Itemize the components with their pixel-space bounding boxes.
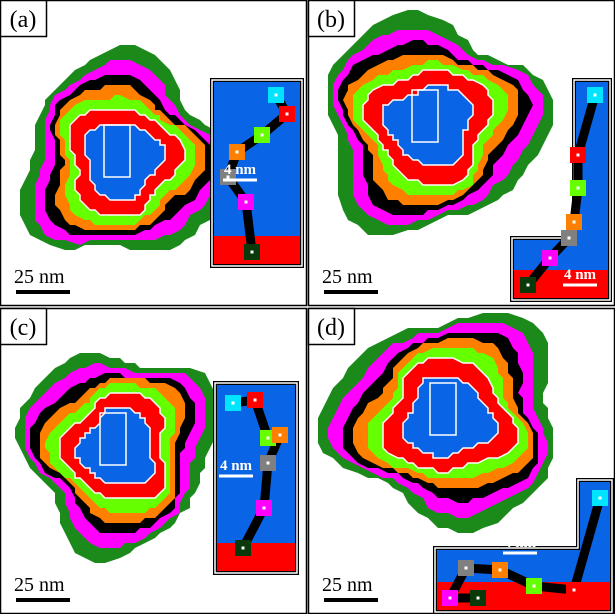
inset-dot <box>533 585 536 588</box>
inset-dot <box>527 284 530 287</box>
inset-dot <box>465 567 468 570</box>
scale-label: 25 nm <box>14 574 65 596</box>
inset-dot <box>573 221 576 224</box>
figure: 4 nm(a)25 nm4 nm(b)25 nm4 nm(c)25 nm4 nm… <box>0 0 615 614</box>
inset-dot <box>267 437 270 440</box>
inset-dot <box>267 462 270 465</box>
inset-dot <box>568 237 571 240</box>
inset-dot <box>477 597 480 600</box>
inset-scale-label: 4 nm <box>504 535 537 551</box>
inset-dot <box>286 113 289 116</box>
inset-scale-label: 4 nm <box>564 267 597 283</box>
inset-dot <box>261 134 264 137</box>
panel: 4 nm (b) 25 nm <box>309 1 615 306</box>
inset-dot <box>449 597 452 600</box>
inset-dot <box>577 187 580 190</box>
scale-label: 25 nm <box>322 574 373 596</box>
scale-label: 25 nm <box>322 266 373 288</box>
inset-scale-label: 4 nm <box>220 458 253 474</box>
panel-label: (b) <box>317 7 345 33</box>
inset-dot <box>263 507 266 510</box>
inset-scale-label: 4 nm <box>224 162 257 178</box>
scale-label: 25 nm <box>14 266 65 288</box>
inset-dot <box>275 94 278 97</box>
panel-label: (c) <box>10 315 37 341</box>
panel: 4 nm (a) 25 nm <box>1 1 307 306</box>
inset-dot <box>245 201 248 204</box>
inset-dot <box>499 569 502 572</box>
inset-dot <box>573 589 576 592</box>
inset-dot <box>594 94 597 97</box>
panel: 4 nm (c) 25 nm <box>1 309 307 614</box>
inset-dot <box>549 257 552 260</box>
inset-dot <box>279 434 282 437</box>
panel-label: (d) <box>317 315 345 341</box>
inset-dot <box>236 151 239 154</box>
inset-red <box>217 543 295 571</box>
inset-dot <box>254 399 257 402</box>
inset-dot <box>577 154 580 157</box>
panel-label: (a) <box>10 7 37 33</box>
inset-dot <box>232 402 235 405</box>
panel: 4 nm (d) 25 nm <box>309 309 615 614</box>
inset-dot <box>599 497 602 500</box>
inset-dot <box>242 547 245 550</box>
inset-dot <box>251 251 254 254</box>
